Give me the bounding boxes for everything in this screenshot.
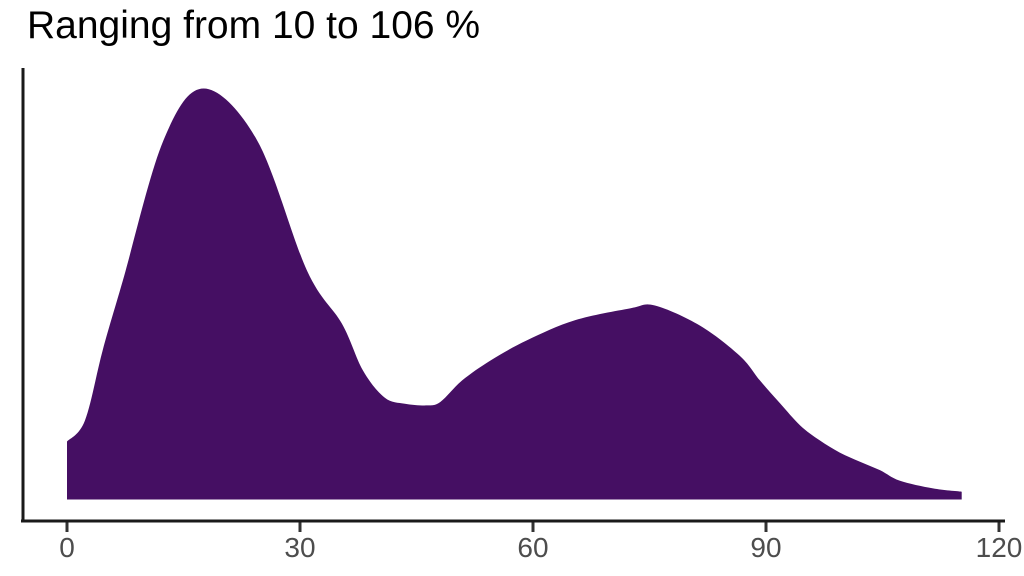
x-axis-tick-label-30: 30 [284, 532, 315, 563]
x-axis-ticks: 0 30 60 90 120 [59, 522, 1023, 563]
density-area-shape [67, 88, 962, 500]
x-axis-tick-label-90: 90 [750, 532, 781, 563]
x-axis-tick-label-0: 0 [59, 532, 75, 563]
x-axis-tick-label-120: 120 [976, 532, 1023, 563]
x-axis-tick-label-60: 60 [517, 532, 548, 563]
chart-title: Ranging from 10 to 106 % [27, 4, 481, 47]
